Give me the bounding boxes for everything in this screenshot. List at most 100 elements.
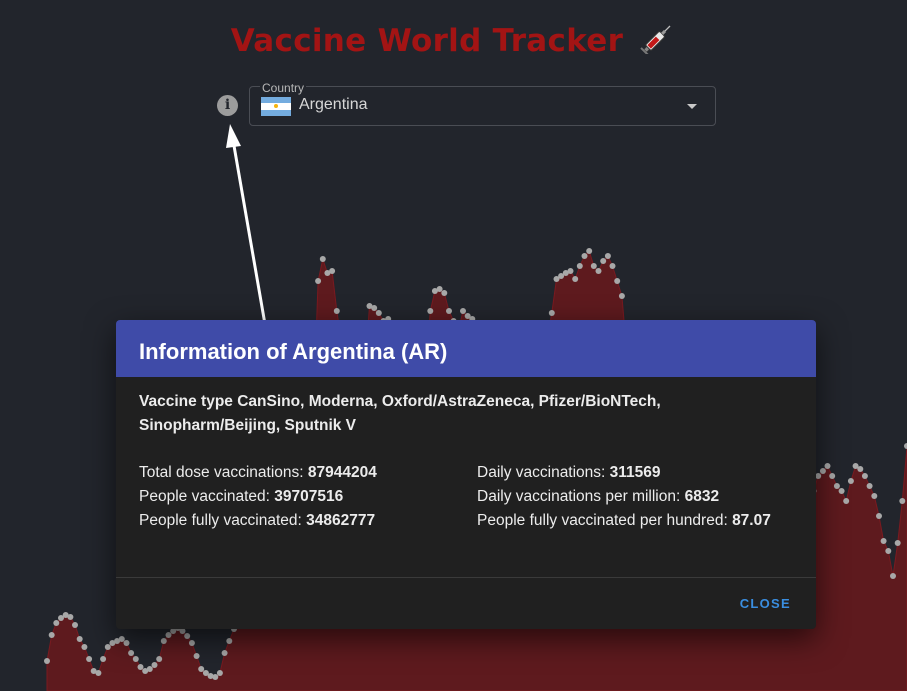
data-point	[170, 628, 177, 634]
stat-total-doses: Total dose vaccinations: 87944204	[139, 464, 377, 481]
stat-people-vaccinated: People vaccinated: 39707516	[139, 488, 344, 505]
data-point	[184, 633, 191, 639]
country-select-label: Country	[260, 81, 307, 95]
data-point	[460, 308, 466, 314]
data-point	[53, 620, 60, 626]
data-point	[128, 650, 135, 656]
data-point	[151, 662, 158, 668]
data-point	[179, 628, 186, 634]
data-point	[114, 638, 121, 644]
data-point	[885, 548, 892, 554]
data-point	[67, 614, 74, 620]
data-point	[553, 276, 560, 282]
data-point	[441, 290, 448, 296]
dialog-body: Vaccine type CanSino, Moderna, Oxford/As…	[116, 377, 816, 577]
data-point	[595, 268, 602, 274]
data-point	[586, 248, 593, 254]
data-point	[871, 493, 878, 499]
vaccine-types: Vaccine type CanSino, Moderna, Oxford/As…	[139, 393, 661, 434]
country-select[interactable]: Country Argentina	[249, 81, 716, 126]
data-point	[618, 293, 625, 299]
chevron-down-icon	[687, 104, 697, 109]
data-point	[86, 656, 93, 662]
data-point	[193, 653, 200, 659]
data-point	[165, 632, 172, 638]
country-info-dialog: Information of Argentina (AR) Vaccine ty…	[116, 320, 816, 629]
data-point	[100, 656, 107, 662]
data-point	[226, 638, 233, 644]
data-point	[137, 664, 144, 670]
syringe-icon	[640, 22, 676, 62]
close-button[interactable]: CLOSE	[739, 596, 791, 611]
data-point	[427, 308, 434, 314]
data-point	[600, 258, 607, 264]
data-point	[221, 650, 228, 656]
data-point	[375, 310, 382, 316]
data-point	[876, 513, 882, 519]
data-point	[123, 640, 130, 646]
data-point	[838, 488, 845, 494]
data-point	[572, 276, 579, 282]
data-point	[118, 636, 125, 642]
data-point	[198, 666, 205, 672]
data-point	[436, 286, 443, 292]
data-point	[315, 278, 322, 284]
data-point	[590, 263, 597, 269]
data-point	[843, 498, 850, 504]
stat-daily-vaccinations: Daily vaccinations: 311569	[477, 464, 661, 481]
data-point	[562, 270, 569, 276]
data-point	[446, 308, 452, 314]
data-point	[146, 666, 153, 672]
stat-daily-per-million: Daily vaccinations per million: 6832	[477, 488, 720, 505]
data-point	[216, 670, 223, 676]
data-point	[81, 644, 88, 650]
page-title: Vaccine World Tracker	[0, 22, 907, 62]
data-point	[48, 632, 55, 638]
data-point	[894, 540, 901, 546]
data-point	[333, 308, 340, 314]
info-icon[interactable]: i	[217, 95, 238, 116]
data-point	[833, 483, 840, 489]
dialog-divider	[116, 577, 816, 578]
data-point	[614, 278, 621, 284]
data-point	[904, 443, 907, 449]
data-point	[72, 622, 78, 628]
data-point	[156, 656, 163, 662]
data-point	[62, 612, 69, 618]
data-point	[366, 303, 373, 309]
data-point	[829, 473, 836, 479]
data-point	[815, 473, 822, 479]
data-point	[58, 615, 64, 621]
data-point	[90, 668, 97, 674]
data-point	[464, 313, 471, 319]
data-point	[604, 253, 611, 259]
data-point	[857, 466, 864, 472]
data-point	[861, 473, 868, 479]
data-point	[202, 670, 209, 676]
stats-right: Daily vaccinations: 311569 Daily vaccina…	[477, 461, 787, 533]
data-point	[581, 253, 588, 259]
data-point	[109, 640, 116, 646]
stat-people-fully-vaccinated: People fully vaccinated: 34862777	[139, 512, 376, 529]
stats-left: Total dose vaccinations: 87944204 People…	[139, 461, 377, 533]
data-point	[319, 256, 326, 262]
data-point	[890, 573, 896, 579]
data-point	[132, 656, 139, 662]
data-point	[609, 263, 616, 269]
data-point	[44, 658, 50, 664]
data-point	[431, 288, 438, 294]
data-point	[548, 310, 555, 316]
data-point	[819, 468, 826, 474]
data-point	[188, 640, 195, 646]
dialog-title: Information of Argentina (AR)	[116, 320, 816, 377]
data-point	[212, 674, 219, 680]
data-point	[329, 268, 336, 274]
data-point	[567, 268, 574, 274]
data-point	[880, 538, 887, 544]
data-point	[104, 644, 111, 650]
data-point	[142, 668, 149, 674]
data-point	[371, 305, 378, 311]
data-point	[899, 498, 906, 504]
data-point	[576, 263, 583, 269]
data-point	[866, 483, 873, 489]
